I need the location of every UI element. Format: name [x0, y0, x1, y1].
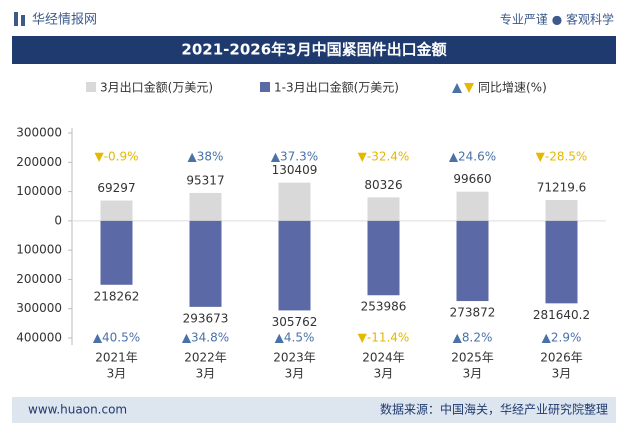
- legend: 3月出口金额(万美元) 1-3月出口金额(万美元) 同比增速(%): [86, 80, 547, 95]
- data-label: 293673: [183, 311, 229, 325]
- legend-up-icon: [452, 83, 462, 93]
- bar: [545, 199, 578, 221]
- y-tick-label: 300000: [16, 301, 62, 315]
- data-label: 305762: [272, 315, 318, 329]
- x-tick-label: 2026年: [540, 351, 583, 365]
- y-tick-label: 100000: [16, 184, 62, 198]
- x-tick-label: 3月: [196, 367, 216, 381]
- bar: [456, 220, 489, 302]
- legend-label: 3月出口金额(万美元): [100, 80, 213, 95]
- bar: [189, 220, 222, 307]
- bar: [189, 192, 222, 221]
- legend-down-icon: [464, 83, 474, 93]
- data-label: 253986: [361, 300, 407, 314]
- legend-swatch: [86, 82, 96, 92]
- x-tick-label: 3月: [107, 367, 127, 381]
- y-tick-label: 200000: [16, 155, 62, 169]
- bar: [278, 220, 311, 311]
- growth-label: ▲2.9%: [542, 331, 582, 345]
- legend-label: 同比增速(%): [478, 81, 547, 95]
- y-tick-label: 0: [54, 213, 62, 227]
- x-tick-label: 2023年: [273, 351, 316, 365]
- logo-icon: [14, 12, 18, 26]
- data-label: 281640.2: [533, 308, 590, 322]
- x-tick-label: 3月: [463, 367, 483, 381]
- data-label: 71219.6: [537, 180, 587, 194]
- x-tick-label: 2021年: [95, 351, 138, 365]
- x-tick-label: 2025年: [451, 351, 494, 365]
- y-tick-label: 200000: [16, 272, 62, 286]
- y-tick-label: 300000: [16, 126, 62, 140]
- x-tick-label: 3月: [552, 367, 572, 381]
- data-label: 95317: [186, 173, 224, 187]
- data-label: 69297: [97, 181, 135, 195]
- bar: [545, 220, 578, 304]
- growth-label: ▼-28.5%: [536, 150, 588, 164]
- growth-label: ▲24.6%: [449, 150, 496, 164]
- bar: [100, 200, 133, 221]
- brand: 华经情报网: [32, 13, 97, 28]
- data-label: 273872: [450, 306, 496, 320]
- footer-site: www.huaon.com: [28, 403, 127, 417]
- bar: [456, 191, 489, 221]
- growth-label: ▲8.2%: [453, 331, 493, 345]
- y-tick-label: 100000: [16, 243, 62, 257]
- data-label: 80326: [364, 178, 402, 192]
- data-label: 130409: [272, 163, 318, 177]
- growth-label: ▲38%: [188, 150, 224, 164]
- bar: [367, 197, 400, 221]
- x-tick-label: 2022年: [184, 351, 227, 365]
- y-tick-label: 400000: [16, 331, 62, 345]
- growth-label: ▼-11.4%: [358, 331, 410, 345]
- slogan: 专业严谨 ● 客观科学: [500, 12, 614, 27]
- growth-label: ▲37.3%: [271, 150, 318, 164]
- growth-label: ▲34.8%: [182, 331, 229, 345]
- growth-label: ▲4.5%: [275, 331, 315, 345]
- growth-label: ▼-32.4%: [358, 150, 410, 164]
- data-label: 99660: [453, 172, 491, 186]
- legend-swatch: [260, 82, 270, 92]
- logo-icon: [21, 15, 25, 26]
- x-tick-label: 3月: [374, 367, 394, 381]
- x-tick-label: 2024年: [362, 351, 405, 365]
- bar: [100, 220, 133, 285]
- footer-bar: [12, 397, 616, 423]
- bar: [367, 220, 400, 296]
- footer-source: 数据来源：中国海关，华经产业研究院整理: [380, 402, 608, 417]
- legend-label: 1-3月出口金额(万美元): [274, 80, 399, 95]
- bar: [278, 182, 311, 221]
- x-tick-label: 3月: [285, 367, 305, 381]
- growth-label: ▲40.5%: [93, 331, 140, 345]
- data-label: 218262: [94, 289, 140, 303]
- title-bar: [12, 36, 616, 64]
- chart-title: 2021-2026年3月中国紧固件出口金额: [181, 41, 446, 59]
- growth-label: ▼-0.9%: [94, 150, 138, 164]
